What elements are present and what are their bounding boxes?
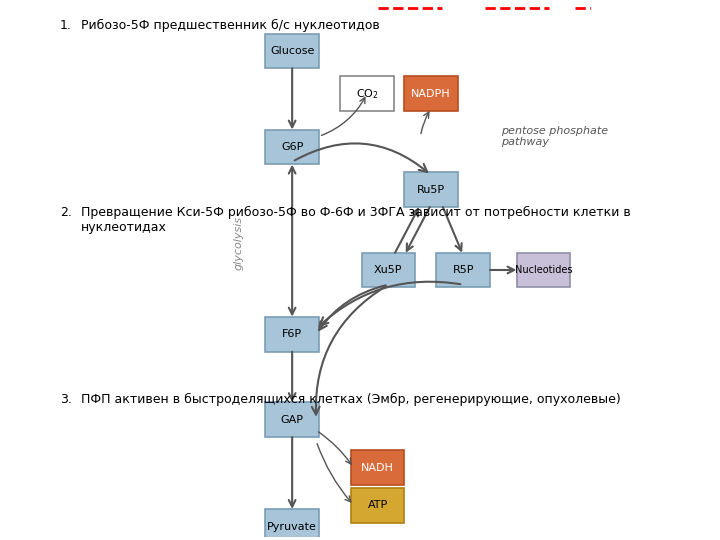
Text: ATP: ATP — [367, 500, 388, 510]
Text: Glucose: Glucose — [270, 46, 315, 56]
FancyBboxPatch shape — [361, 253, 415, 287]
FancyBboxPatch shape — [405, 76, 458, 111]
Text: Xu5P: Xu5P — [374, 265, 402, 275]
Text: NADPH: NADPH — [411, 89, 451, 99]
Text: Nucleotides: Nucleotides — [515, 265, 572, 275]
FancyBboxPatch shape — [351, 450, 405, 485]
Text: Ru5P: Ru5P — [417, 185, 445, 195]
Text: GAP: GAP — [281, 415, 304, 424]
FancyBboxPatch shape — [266, 317, 319, 352]
Text: Pyruvate: Pyruvate — [267, 522, 317, 531]
FancyBboxPatch shape — [266, 33, 319, 68]
Text: Превращение Кси-5Ф рибозо-5Ф во Ф-6Ф и 3ФГА зависит от потребности клетки в нукл: Превращение Кси-5Ф рибозо-5Ф во Ф-6Ф и 3… — [81, 206, 631, 234]
Text: ПФП активен в быстроделящихся клетках (Эмбр, регенерирующие, опухолевые): ПФП активен в быстроделящихся клетках (Э… — [81, 393, 621, 406]
Text: R5P: R5P — [452, 265, 474, 275]
FancyBboxPatch shape — [436, 253, 490, 287]
FancyBboxPatch shape — [517, 253, 570, 287]
Text: pentose phosphate
pathway: pentose phosphate pathway — [500, 126, 608, 147]
Text: F6P: F6P — [282, 329, 302, 339]
FancyBboxPatch shape — [266, 130, 319, 165]
Text: Рибозо-5Ф предшественник б/с нуклеотидов: Рибозо-5Ф предшественник б/с нуклеотидов — [81, 19, 379, 32]
Text: 1.: 1. — [60, 19, 71, 32]
FancyBboxPatch shape — [266, 509, 319, 540]
Text: NADH: NADH — [361, 463, 394, 472]
FancyBboxPatch shape — [405, 172, 458, 207]
FancyBboxPatch shape — [266, 402, 319, 437]
Text: G6P: G6P — [281, 142, 303, 152]
Text: glycolysis: glycolysis — [234, 216, 243, 271]
FancyBboxPatch shape — [341, 76, 394, 111]
Text: 2.: 2. — [60, 206, 71, 219]
Text: 3.: 3. — [60, 393, 71, 406]
Text: CO$_2$: CO$_2$ — [356, 87, 379, 100]
FancyBboxPatch shape — [351, 488, 405, 523]
